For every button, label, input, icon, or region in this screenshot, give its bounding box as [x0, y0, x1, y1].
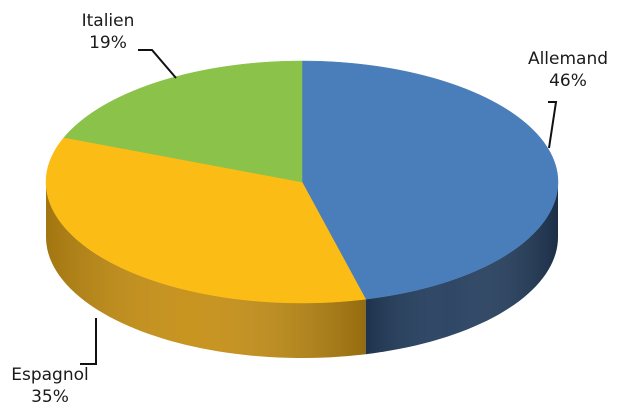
slice-side-shade-allemand — [365, 182, 558, 355]
pie-sides — [46, 182, 558, 358]
slice-label-italien: Italien — [82, 11, 135, 31]
slice-allemand — [301, 60, 559, 300]
leader-line-allemand — [548, 101, 558, 149]
slice-value-italien: 19% — [89, 33, 127, 53]
slice-espagnol — [45, 137, 367, 304]
leader-lines — [80, 49, 558, 365]
slice-label-allemand: Allemand — [528, 49, 608, 69]
slice-italien — [63, 60, 303, 183]
slice-label-espagnol: Espagnol — [11, 365, 89, 385]
slice-side-shade-espagnol — [46, 182, 366, 358]
pie-tops — [45, 60, 559, 304]
leader-line-espagnol — [80, 318, 97, 365]
leader-line-italien — [138, 49, 177, 79]
slice-value-espagnol: 35% — [31, 387, 69, 407]
slice-value-allemand: 46% — [549, 71, 587, 91]
